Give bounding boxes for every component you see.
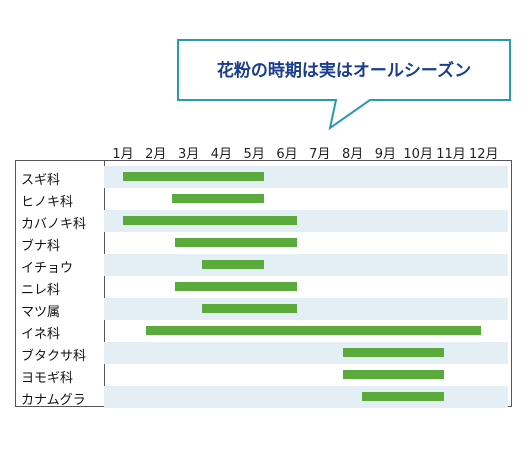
chart-row: イチョウ bbox=[16, 254, 511, 276]
category-label: イチョウ bbox=[21, 261, 74, 276]
category-label: スギ科 bbox=[21, 173, 61, 188]
chart-row: イネ科 bbox=[16, 320, 511, 342]
pollen-period-bar bbox=[123, 216, 297, 225]
chart-row: ブナ科 bbox=[16, 232, 511, 254]
month-tick-label: 11月 bbox=[436, 147, 466, 162]
chart-row: ブタクサ科 bbox=[16, 342, 511, 364]
row-band bbox=[104, 386, 508, 408]
chart-row: ヨモギ科 bbox=[16, 364, 511, 386]
month-tick-label: 7月 bbox=[309, 147, 331, 162]
pollen-period-bar bbox=[175, 282, 297, 291]
pollen-period-bar bbox=[201, 260, 265, 269]
month-tick-label: 2月 bbox=[145, 147, 167, 162]
category-label: ヒノキ科 bbox=[21, 195, 74, 210]
chart-title: 花粉の時期は実はオールシーズン bbox=[216, 61, 472, 81]
category-label: ブナ科 bbox=[21, 239, 61, 254]
chart-row: スギ科 bbox=[16, 166, 511, 188]
pollen-period-bar bbox=[145, 326, 481, 335]
chart-row: ニレ科 bbox=[16, 276, 511, 298]
row-band bbox=[104, 232, 508, 254]
category-label: カバノキ科 bbox=[21, 217, 87, 232]
month-tick-label: 10月 bbox=[403, 147, 433, 162]
callout-bubble bbox=[177, 39, 511, 131]
chart-grid: スギ科ヒノキ科カバノキ科ブナ科イチョウニレ科マツ属イネ科ブタクサ科ヨモギ科カナム… bbox=[15, 160, 512, 408]
chart-row: マツ属 bbox=[16, 298, 511, 320]
row-band bbox=[104, 188, 508, 210]
month-tick-label: 1月 bbox=[112, 147, 134, 162]
row-band bbox=[104, 276, 508, 298]
row-band bbox=[104, 254, 508, 276]
chart-row: カバノキ科 bbox=[16, 210, 511, 232]
pollen-period-bar bbox=[362, 392, 445, 401]
month-tick-label: 8月 bbox=[341, 147, 364, 162]
row-band bbox=[104, 342, 508, 364]
row-band bbox=[104, 298, 508, 320]
category-label: マツ属 bbox=[21, 305, 61, 320]
label-divider bbox=[104, 161, 105, 406]
month-tick-label: 5月 bbox=[243, 147, 265, 162]
month-tick-label: 4月 bbox=[210, 147, 233, 162]
row-band bbox=[104, 364, 508, 386]
category-label: カナムグラ bbox=[21, 393, 86, 408]
chart-row: カナムグラ bbox=[16, 386, 511, 408]
pollen-period-bar bbox=[175, 238, 297, 247]
category-label: ブタクサ科 bbox=[21, 349, 87, 364]
row-band bbox=[104, 166, 508, 188]
pollen-period-bar bbox=[123, 172, 265, 181]
month-tick-label: 3月 bbox=[177, 147, 200, 162]
month-tick-label: 9月 bbox=[374, 147, 397, 162]
category-label: イネ科 bbox=[21, 327, 61, 342]
pollen-period-bar bbox=[201, 304, 297, 313]
row-band bbox=[104, 210, 508, 232]
month-tick-label: 6月 bbox=[276, 147, 298, 162]
month-tick-label: 12月 bbox=[469, 147, 499, 162]
category-label: ニレ科 bbox=[21, 283, 61, 298]
pollen-period-bar bbox=[172, 194, 265, 203]
pollen-period-bar bbox=[342, 370, 445, 379]
month-axis-labels: 1月 2月 3月 4月 5月 6月 7月 8月 9月 10月 11月 12月 bbox=[0, 0, 530, 162]
pollen-period-bar bbox=[342, 348, 445, 357]
chart-row: ヒノキ科 bbox=[16, 188, 511, 210]
category-label: ヨモギ科 bbox=[21, 371, 74, 386]
